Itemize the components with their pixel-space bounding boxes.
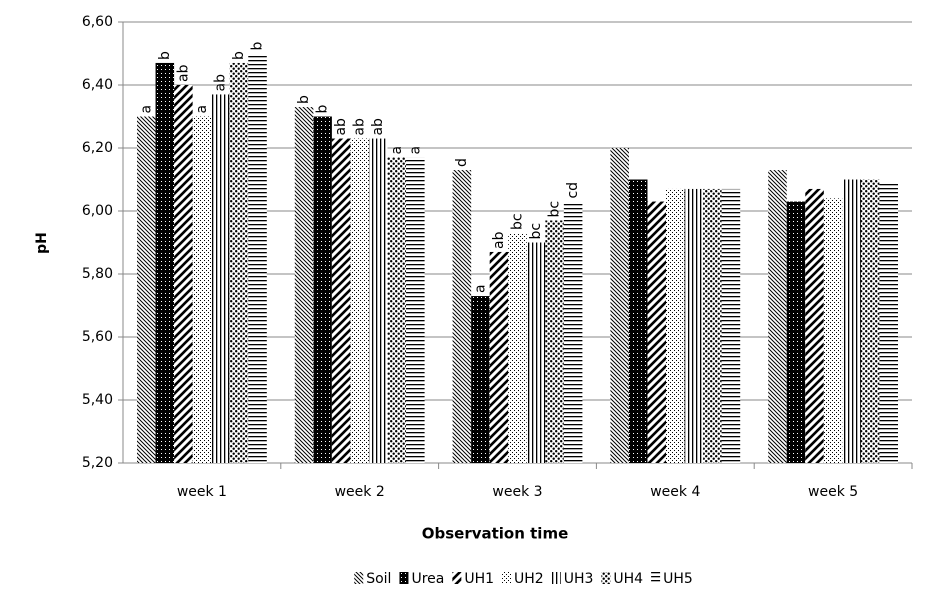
legend-label: UH2 xyxy=(514,571,544,587)
significance-letter: b xyxy=(296,95,312,104)
significance-letter: ab xyxy=(370,118,386,136)
y-tick-label: 6,00 xyxy=(82,203,113,219)
bar xyxy=(387,157,407,463)
x-tick-label: week 3 xyxy=(492,484,542,500)
significance-letter: a xyxy=(407,146,423,155)
legend-label: Urea xyxy=(411,571,444,587)
bar xyxy=(842,179,861,463)
bar xyxy=(610,148,629,463)
legend-swatch xyxy=(651,572,661,584)
y-tick-label: 5,60 xyxy=(82,329,113,345)
legend-swatch xyxy=(399,572,409,584)
bar xyxy=(786,201,806,464)
bar xyxy=(368,138,388,464)
x-axis-title: Observation time xyxy=(422,525,569,543)
bar xyxy=(703,188,722,463)
significance-letter: cd xyxy=(565,182,581,199)
significance-letter: a xyxy=(472,284,488,293)
bar xyxy=(248,53,267,463)
significance-letter: a xyxy=(138,105,154,114)
y-tick-label: 6,20 xyxy=(82,140,113,156)
y-tick-label: 5,40 xyxy=(82,392,113,408)
bar xyxy=(628,179,648,463)
legend-swatch xyxy=(601,572,611,584)
significance-letter: ab xyxy=(352,118,368,136)
significance-letter: b xyxy=(250,42,266,51)
bar xyxy=(137,116,156,463)
bar xyxy=(666,188,685,463)
significance-letter: b xyxy=(231,51,247,60)
significance-letter: bc xyxy=(547,201,563,218)
legend-label: UH4 xyxy=(613,571,643,587)
bar xyxy=(860,179,880,463)
x-tick-label: week 5 xyxy=(808,484,858,500)
bar xyxy=(211,94,230,463)
bar xyxy=(471,296,490,463)
legend-swatch xyxy=(354,572,364,584)
bar xyxy=(406,157,425,463)
bar xyxy=(647,201,667,464)
y-tick-label: 5,20 xyxy=(82,455,113,471)
bar xyxy=(684,188,704,463)
significance-letter: b xyxy=(315,105,331,114)
bar xyxy=(545,220,564,463)
x-tick-label: week 4 xyxy=(650,484,700,500)
x-tick-label: week 1 xyxy=(177,484,227,500)
legend-label: UH5 xyxy=(663,571,693,587)
bar xyxy=(192,116,212,463)
bar xyxy=(294,107,314,464)
bar xyxy=(563,201,583,464)
significance-letter: bc xyxy=(528,223,544,240)
legend-swatch xyxy=(551,572,561,584)
bar xyxy=(174,85,193,463)
significance-letter: ab xyxy=(333,118,349,136)
legend-swatch xyxy=(452,572,462,584)
bar xyxy=(452,170,472,464)
significance-letter: bc xyxy=(510,213,526,230)
significance-letter: ab xyxy=(491,231,507,249)
significance-letter: a xyxy=(389,146,405,155)
bar xyxy=(879,182,898,463)
y-axis-title: pH xyxy=(34,232,50,254)
bar xyxy=(768,170,787,464)
legend-swatch xyxy=(502,572,512,584)
significance-letter: b xyxy=(157,51,173,60)
bar xyxy=(331,138,351,464)
bar xyxy=(823,198,843,463)
bar xyxy=(508,233,527,463)
bar xyxy=(155,62,175,463)
bar xyxy=(805,188,824,463)
y-tick-label: 5,80 xyxy=(82,266,113,282)
bar xyxy=(526,242,546,463)
legend-label: Soil xyxy=(366,571,391,587)
y-tick-label: 6,60 xyxy=(82,14,113,30)
bar xyxy=(350,138,369,464)
bar xyxy=(229,62,249,463)
significance-letter: ab xyxy=(212,74,228,92)
legend-label: UH3 xyxy=(564,571,594,587)
significance-letter: d xyxy=(454,158,470,167)
bar xyxy=(721,188,741,463)
y-tick-label: 6,40 xyxy=(82,77,113,93)
legend-label: UH1 xyxy=(464,571,494,587)
significance-letter: ab xyxy=(175,64,191,82)
x-tick-label: week 2 xyxy=(335,484,385,500)
bar xyxy=(313,116,332,463)
significance-letter: a xyxy=(194,105,210,114)
bar xyxy=(489,251,509,463)
